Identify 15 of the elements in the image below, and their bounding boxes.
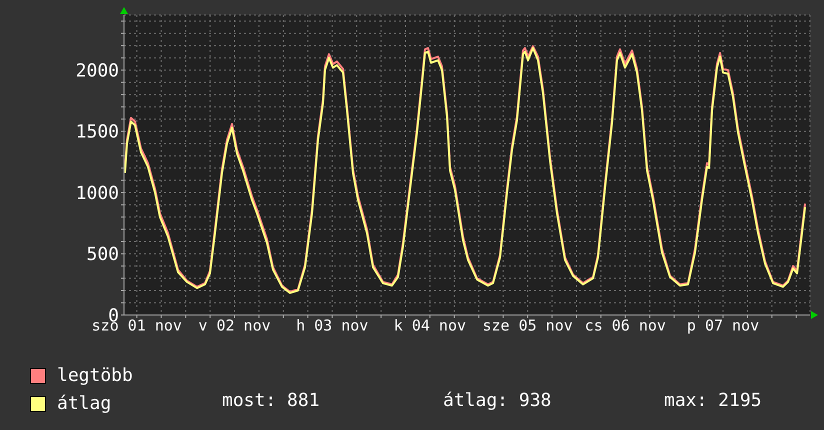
y-tick-label: 1000 [76, 182, 119, 204]
legend-label: átlag [57, 392, 112, 416]
x-tick-label: k 04 nov [394, 316, 466, 335]
y-tick-label: 500 [86, 244, 119, 266]
text: átlag: 938 [443, 390, 552, 411]
y-tick-label: 2000 [76, 60, 119, 82]
text: most: 881 [222, 390, 320, 411]
x-tick-label: cs 06 nov [584, 316, 666, 335]
x-tick-label: v 02 nov [198, 316, 271, 335]
y-tick-label: 1500 [76, 122, 119, 143]
legend-label: legtöbb [57, 364, 133, 388]
text: max: 2195 [664, 390, 762, 411]
x-tick-label: h 03 nov [296, 316, 368, 335]
x-tick-label: sze 05 nov [482, 316, 573, 335]
x-tick-label: p 07 nov [686, 316, 760, 335]
